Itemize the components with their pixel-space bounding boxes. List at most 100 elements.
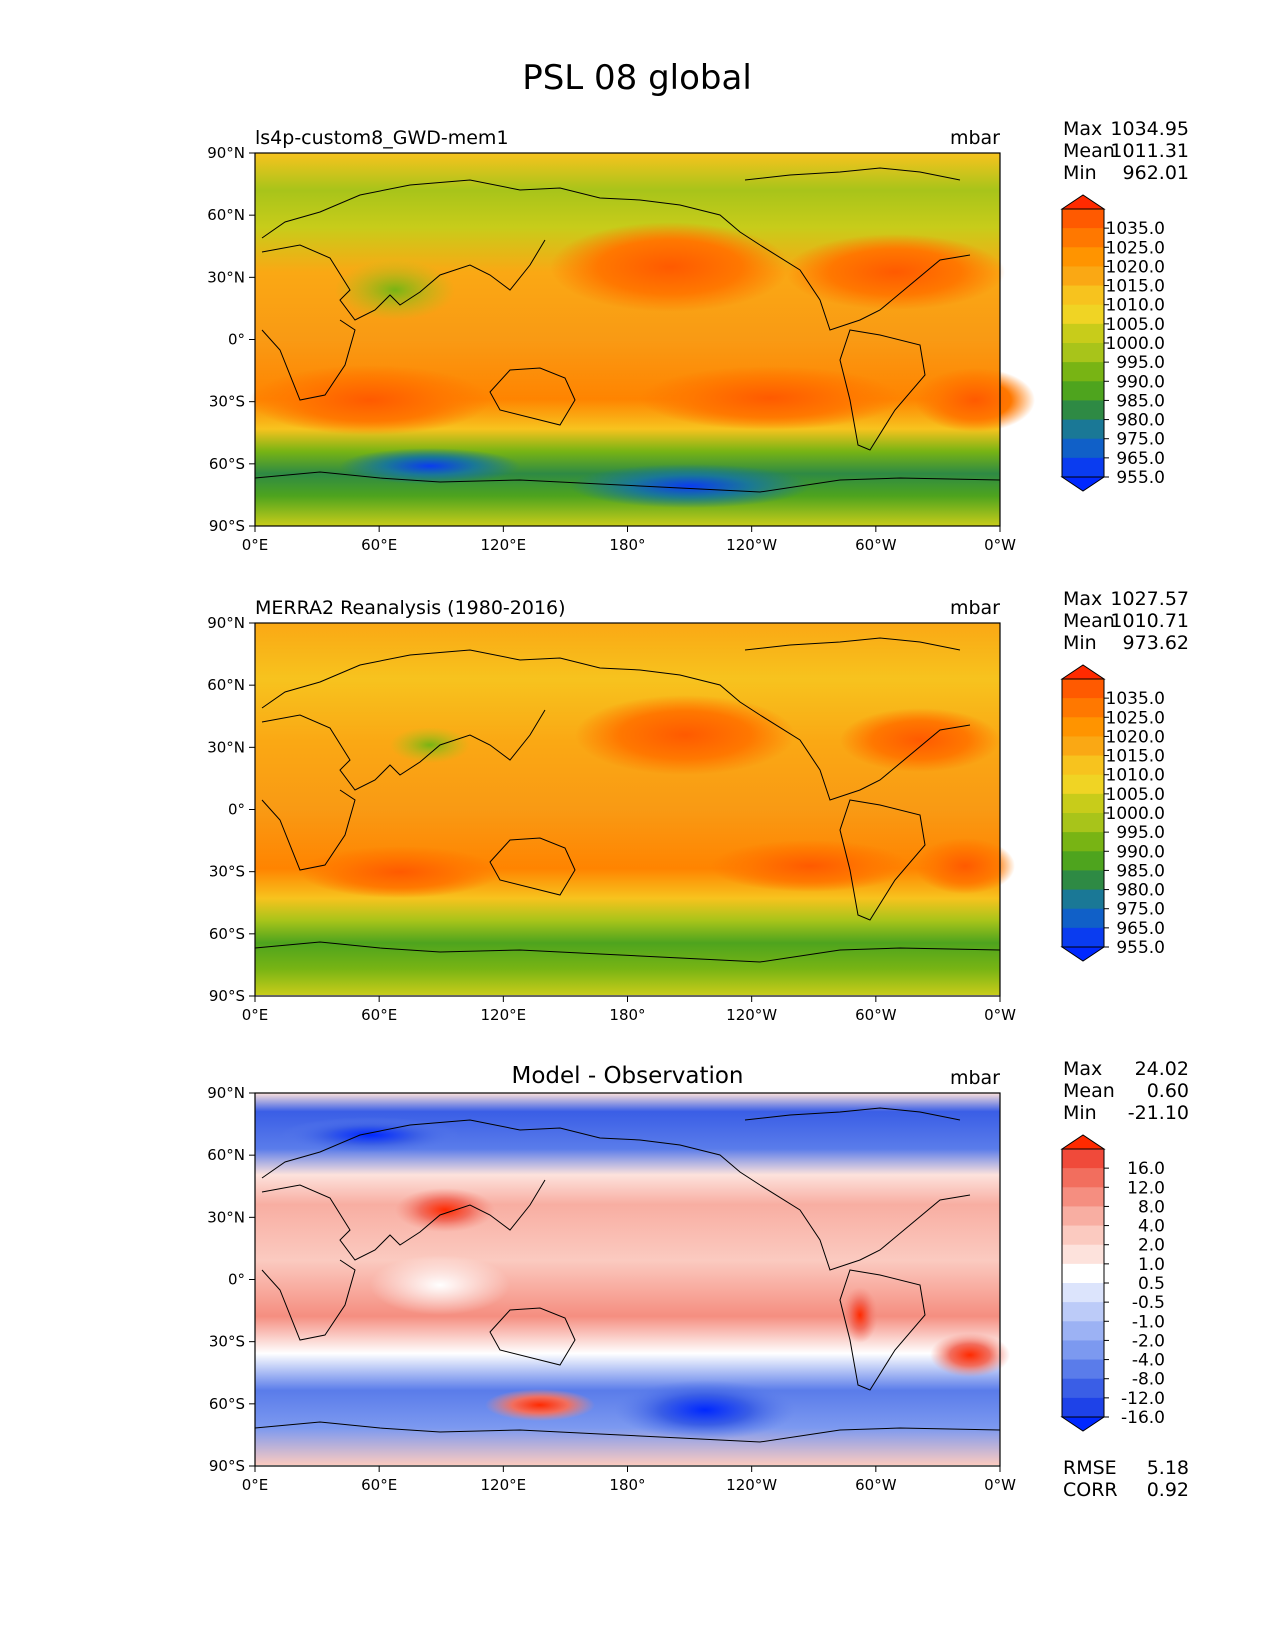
colorbar-band [1062, 851, 1104, 872]
panel-title-center: Model - Observation [511, 1063, 743, 1089]
colorbar-band [1062, 1397, 1104, 1418]
south-atlantic-high [915, 368, 1035, 432]
south-indian-high [300, 846, 500, 898]
lat-tick-label: 90°S [209, 987, 245, 1005]
stat-label-mean: Mean [1063, 610, 1115, 632]
lon-tick-label: 0°E [242, 1476, 269, 1494]
colorbar-band [1062, 343, 1104, 363]
stat-label-min: Min [1063, 1102, 1097, 1124]
lon-tick-label: 120°W [726, 536, 777, 554]
colorbar-band [1062, 1149, 1104, 1169]
lon-tick-label: 120°E [481, 1476, 527, 1494]
asia-low [335, 260, 455, 320]
andes-positive-anomaly [842, 1287, 878, 1343]
colorbar-band [1062, 1187, 1104, 1208]
stat-label-max: Max [1063, 1058, 1102, 1080]
lat-tick-label: 60°N [207, 1146, 245, 1164]
colorbar-tick-label: -4.0 [1132, 1351, 1165, 1371]
south-pacific-high [640, 366, 900, 430]
colorbar-tick-label: 1020.0 [1106, 727, 1165, 747]
stat-label-rmse: RMSE [1063, 1457, 1117, 1479]
colorbar-band [1062, 400, 1104, 421]
colorbar-band [1062, 698, 1104, 718]
lon-tick-label: 60°E [361, 1006, 397, 1024]
colorbar-tick-label: 2.0 [1138, 1236, 1165, 1256]
stat-label-mean: Mean [1063, 1080, 1115, 1102]
colorbar-band [1062, 1321, 1104, 1342]
colorbar-band [1062, 870, 1104, 891]
stat-label-mean: Mean [1063, 140, 1115, 162]
colorbar-band [1062, 1168, 1104, 1188]
lon-tick-label: 0°E [242, 536, 269, 554]
lat-tick-label: 0° [228, 1271, 245, 1289]
north-pacific-high [550, 222, 790, 312]
lat-tick-label: 60°S [209, 455, 245, 473]
colorbar-extend-max [1060, 194, 1106, 210]
colorbar-band [1062, 927, 1104, 948]
lon-tick-label: 180° [609, 536, 645, 554]
coastlines [254, 167, 1001, 493]
colorbar-tick-label: 995.0 [1116, 823, 1165, 843]
colorbar-tick-label: -8.0 [1132, 1370, 1165, 1390]
colorbar-extend-max [1060, 1134, 1106, 1150]
colorbar-band [1062, 774, 1104, 795]
panel-title-left: MERRA2 Reanalysis (1980-2016) [255, 597, 566, 619]
colorbar-band [1062, 1206, 1104, 1227]
colorbar-band [1062, 438, 1104, 459]
colorbar-band [1062, 679, 1104, 699]
colorbar-tick-label: -2.0 [1132, 1331, 1165, 1351]
colorbar-band [1062, 228, 1104, 248]
stat-value-corr: 0.92 [1147, 1479, 1189, 1501]
southern-low-1 [340, 448, 520, 484]
colorbar-band [1062, 285, 1104, 306]
southern-ring-positive [485, 1389, 595, 1421]
stat-value-mean: 1011.31 [1110, 140, 1189, 162]
lat-tick-label: 30°N [207, 268, 245, 286]
colorbar-band [1062, 1378, 1104, 1399]
lat-tick-label: 60°S [209, 1395, 245, 1413]
south-pacific-high [710, 840, 910, 892]
lon-tick-label: 120°E [481, 536, 527, 554]
lon-tick-label: 0°E [242, 1006, 269, 1024]
lat-tick-label: 30°N [207, 1208, 245, 1226]
colorbar-tick-label: 1010.0 [1106, 766, 1165, 786]
colorbar-band [1062, 1244, 1104, 1265]
lon-tick-label: 0°W [984, 1476, 1016, 1494]
lat-tick-label: 30°S [209, 393, 245, 411]
map-panel-diff: 90°N 60°N 30°N 0° 30°S 60°S 90°S0°E 60°E 120°E 18… [207, 1058, 1189, 1501]
lon-tick-label: 120°W [726, 1476, 777, 1494]
lat-tick-label: 60°S [209, 925, 245, 943]
panel-title-left: ls4p-custom8_GWD-mem1 [255, 127, 509, 149]
colorbar-tick-label: 990.0 [1116, 372, 1165, 392]
stat-label-corr: CORR [1063, 1479, 1118, 1501]
colorbar-band [1062, 1359, 1104, 1380]
pressure-highs [300, 695, 1015, 898]
colorbar-tick-label: 1010.0 [1106, 296, 1165, 316]
colorbar-tick-label: 0.5 [1138, 1274, 1165, 1294]
map-panel-model: 90°N 60°N 30°N 0° 30°S 60°S 90°S0°E 60°E 120°E 18… [207, 118, 1189, 554]
colorbar-tick-label: 975.0 [1116, 900, 1165, 920]
southern-low-2 [570, 464, 810, 508]
lat-tick-label: 30°S [209, 863, 245, 881]
stat-value-max: 24.02 [1135, 1058, 1189, 1080]
colorbar-tick-label: 1015.0 [1106, 747, 1165, 767]
colorbar-band [1062, 813, 1104, 833]
coastlines [254, 1107, 1001, 1443]
stat-label-min: Min [1063, 162, 1097, 184]
colorbar-tick-label: 1025.0 [1106, 238, 1165, 258]
colorbar-band [1062, 1263, 1104, 1284]
colorbar-tick-label: 1005.0 [1106, 315, 1165, 335]
lat-tick-label: 90°N [207, 614, 245, 632]
colorbar-band [1062, 362, 1104, 382]
colorbar-band [1062, 1225, 1104, 1246]
colorbar-tick-label: 955.0 [1116, 468, 1165, 488]
colorbar-band [1062, 889, 1104, 910]
south-indian-high [250, 365, 490, 435]
tibet-positive-anomaly [395, 1188, 495, 1232]
colorbar-extend-min [1060, 476, 1106, 492]
colorbar-tick-label: 1.0 [1138, 1255, 1165, 1275]
stat-value-max: 1034.95 [1110, 118, 1189, 140]
lat-tick-label: 90°N [207, 144, 245, 162]
colorbar-band [1062, 266, 1104, 287]
colorbar-tick-label: -0.5 [1132, 1293, 1165, 1313]
